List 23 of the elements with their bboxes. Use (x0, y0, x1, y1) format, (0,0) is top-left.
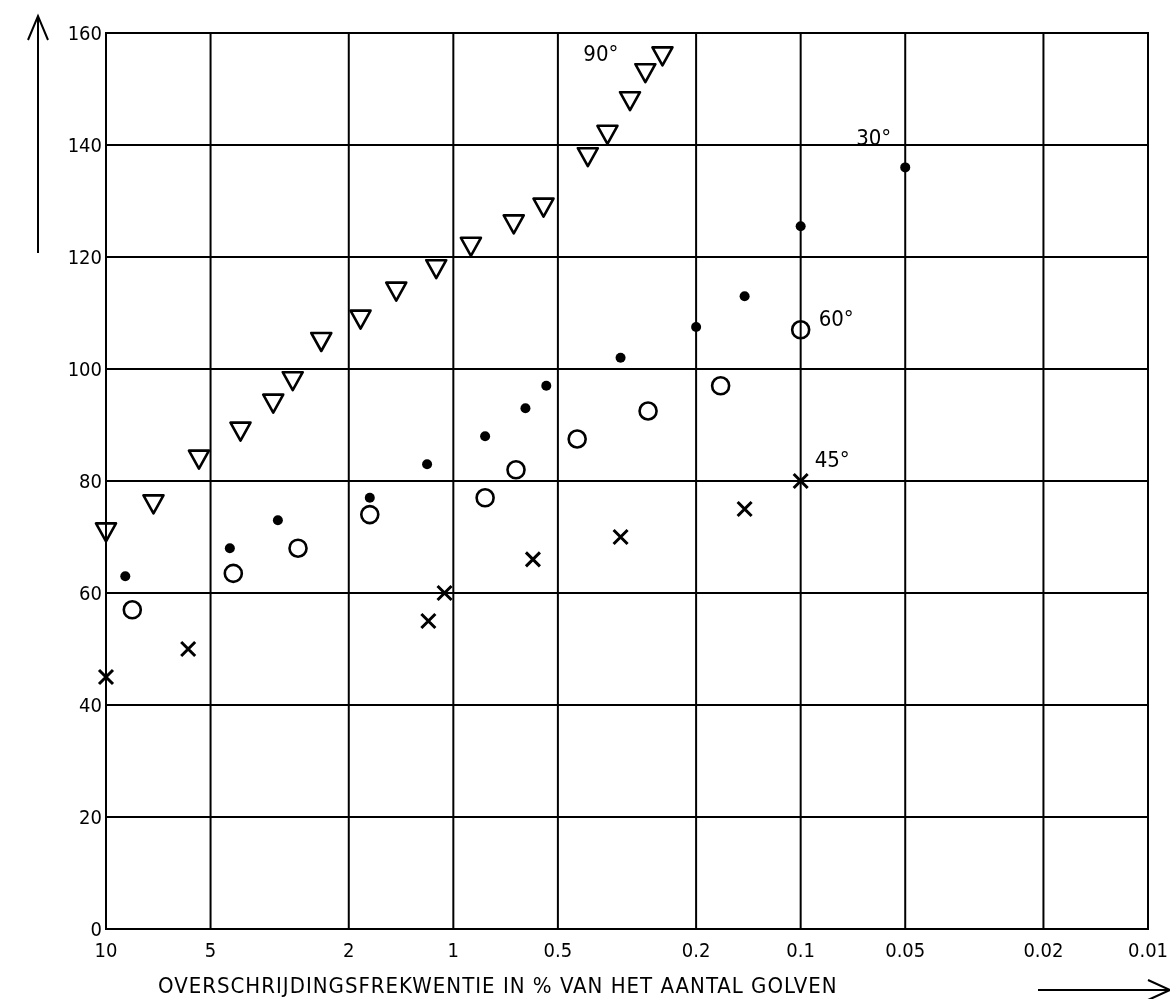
y-tick-label: 20 (79, 805, 102, 829)
y-tick-label: 160 (67, 21, 102, 45)
x-tick-label: 0.02 (1023, 938, 1064, 962)
x-tick-label: 5 (204, 938, 217, 962)
x-tick-label: 0.01 (1127, 938, 1169, 962)
y-tick-label: 40 (79, 693, 102, 717)
y-tick-label: 0 (90, 917, 102, 941)
x-tick-label: 10 (94, 938, 118, 962)
x-tick-label: 0.1 (786, 938, 815, 962)
series-label: 45° (814, 447, 850, 472)
y-tick-label: 60 (79, 581, 102, 605)
y-tick-label: 120 (67, 245, 102, 269)
y-tick-label: 80 (79, 469, 102, 493)
x-tick-label: 1 (447, 938, 460, 962)
y-tick-label: 140 (67, 133, 102, 157)
series-label: 90° (583, 41, 619, 67)
x-tick-label: 2 (343, 938, 355, 962)
series-label: 60° (818, 305, 854, 331)
x-tick-label: 0.05 (885, 938, 926, 962)
x-tick-label: 0.2 (681, 938, 711, 962)
y-tick-label: 100 (67, 357, 102, 381)
x-axis-title: OVERSCHRIJDINGSFREKWENTIE IN % VAN HET AANTAL GOLVEN (158, 973, 838, 998)
x-tick-label: 0.5 (543, 938, 573, 962)
